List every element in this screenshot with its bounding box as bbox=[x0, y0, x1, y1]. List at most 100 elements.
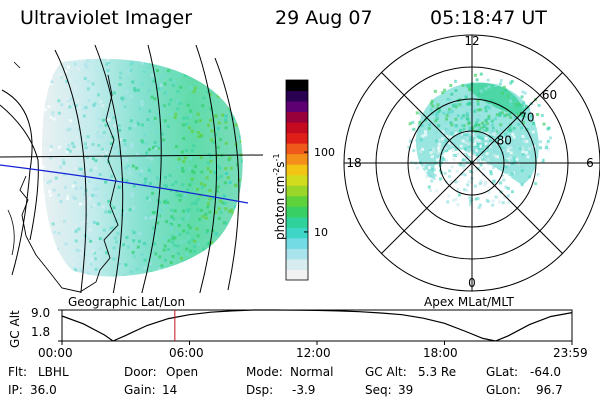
geo-speckle-dot bbox=[147, 66, 151, 69]
geo-speckle-dot bbox=[66, 147, 70, 151]
geo-speckle-dot bbox=[206, 90, 210, 94]
geo-speckle-dot bbox=[123, 209, 127, 213]
geo-speckle-dot bbox=[44, 108, 48, 112]
geo-speckle-dot bbox=[94, 267, 98, 271]
polar-speckle-dot bbox=[484, 106, 488, 109]
polar-speckle-dot bbox=[454, 154, 457, 157]
xtick-3: 18:00 bbox=[423, 346, 458, 360]
polar-speckle-dot bbox=[474, 137, 477, 141]
geo-speckle-dot bbox=[113, 236, 117, 240]
geo-speckle-dot bbox=[210, 241, 214, 245]
geo-speckle-dot bbox=[114, 219, 118, 223]
geo-speckle-dot bbox=[216, 58, 219, 61]
polar-speckle-dot bbox=[504, 162, 508, 166]
geo-speckle-dot bbox=[186, 231, 190, 235]
polar-speckle-dot bbox=[484, 118, 488, 122]
geo-speckle-dot bbox=[233, 285, 236, 288]
geo-speckle-dot bbox=[65, 150, 69, 154]
geo-speckle-dot bbox=[110, 85, 114, 89]
geo-speckle-dot bbox=[163, 258, 167, 262]
polar-speckle-dot bbox=[513, 159, 517, 163]
geo-speckle-dot bbox=[185, 116, 189, 120]
geo-speckle-dot bbox=[209, 154, 213, 158]
geo-speckle-dot bbox=[163, 119, 167, 123]
polar-speckle-dot bbox=[457, 147, 461, 151]
geo-speckle-dot bbox=[125, 179, 129, 183]
geo-speckle-dot bbox=[92, 221, 96, 224]
polar-speckle-dot bbox=[505, 139, 509, 143]
geo-speckle-dot bbox=[159, 88, 163, 91]
geo-speckle-dot bbox=[200, 185, 204, 189]
geo-speckle-dot bbox=[152, 79, 156, 83]
geo-speckle-dot bbox=[76, 99, 80, 103]
geo-speckle-dot bbox=[206, 229, 209, 232]
polar-speckle-dot bbox=[522, 121, 525, 125]
geo-speckle-dot bbox=[226, 176, 230, 180]
geo-speckle-dot bbox=[96, 131, 100, 135]
geo-speckle-dot bbox=[223, 259, 227, 263]
polar-speckle-dot bbox=[462, 128, 466, 132]
polar-speckle-dot bbox=[456, 203, 460, 207]
polar-speckle-dot bbox=[415, 166, 419, 170]
polar-speckle-dot bbox=[521, 135, 525, 138]
geo-speckle-dot bbox=[220, 174, 223, 178]
geo-speckle-dot bbox=[190, 177, 194, 181]
polar-speckle-dot bbox=[545, 142, 549, 146]
geo-speckle-dot bbox=[98, 124, 102, 128]
geo-speckle-dot bbox=[91, 249, 95, 253]
geo-speckle-dot bbox=[154, 146, 158, 150]
geo-speckle-dot bbox=[88, 197, 92, 200]
geo-speckle-dot bbox=[96, 135, 100, 139]
geo-speckle-dot bbox=[145, 142, 148, 145]
polar-speckle-dot bbox=[416, 164, 420, 168]
geo-speckle-dot bbox=[117, 205, 121, 209]
polar-speckle-dot bbox=[472, 145, 476, 149]
geo-speckle-dot bbox=[60, 103, 64, 107]
geo-speckle-dot bbox=[43, 101, 47, 105]
geo-speckle-dot bbox=[170, 227, 173, 231]
geo-speckle-dot bbox=[199, 155, 203, 159]
polar-speckle-dot bbox=[493, 129, 497, 133]
geo-speckle-dot bbox=[236, 278, 239, 281]
geo-speckle-dot bbox=[227, 158, 231, 162]
colorbar-label-exp2: -1 bbox=[272, 153, 281, 162]
geo-speckle-dot bbox=[42, 178, 46, 182]
geo-speckle-dot bbox=[170, 273, 174, 277]
geo-speckle-dot bbox=[192, 90, 196, 93]
colorbar-label-text: photon cm bbox=[273, 175, 287, 240]
geo-speckle-dot bbox=[215, 260, 219, 264]
geo-panel-label: Geographic Lat/Lon bbox=[68, 295, 186, 309]
geo-speckle-dot bbox=[236, 274, 240, 277]
geo-speckle-dot bbox=[224, 172, 228, 175]
polar-speckle-dot bbox=[463, 132, 467, 136]
polar-speckle-dot bbox=[485, 145, 489, 149]
geo-speckle-dot bbox=[171, 255, 175, 258]
geo-speckle-dot bbox=[181, 150, 184, 154]
geo-speckle-dot bbox=[79, 252, 83, 256]
polar-speckle-dot bbox=[437, 142, 441, 146]
geo-speckle-dot bbox=[99, 246, 103, 250]
polar-speckle-dot bbox=[444, 147, 448, 150]
polar-mlat-label: 70 bbox=[519, 111, 534, 125]
geo-speckle-dot bbox=[113, 86, 117, 90]
polar-speckle-dot bbox=[537, 168, 541, 172]
colorbar bbox=[286, 80, 308, 281]
geo-speckle-dot bbox=[160, 208, 164, 212]
polar-speckle-dot bbox=[484, 181, 488, 184]
geo-speckle-dot bbox=[181, 167, 184, 171]
geo-speckle-dot bbox=[180, 194, 184, 198]
geo-speckle-dot bbox=[83, 77, 87, 81]
polar-speckle-dot bbox=[500, 152, 504, 156]
geo-speckle-dot bbox=[166, 201, 170, 205]
geo-speckle-dot bbox=[46, 252, 50, 256]
polar-speckle-dot bbox=[493, 164, 497, 168]
geo-speckle-dot bbox=[241, 223, 243, 227]
geo-speckle-dot bbox=[104, 114, 107, 118]
geo-speckle-dot bbox=[54, 176, 58, 180]
geo-speckle-dot bbox=[231, 236, 235, 240]
polar-speckle-dot bbox=[447, 111, 451, 114]
geo-speckle-dot bbox=[131, 229, 135, 233]
polar-speckle-dot bbox=[461, 139, 465, 143]
geo-speckle-dot bbox=[237, 178, 241, 182]
geo-speckle-dot bbox=[199, 270, 203, 274]
